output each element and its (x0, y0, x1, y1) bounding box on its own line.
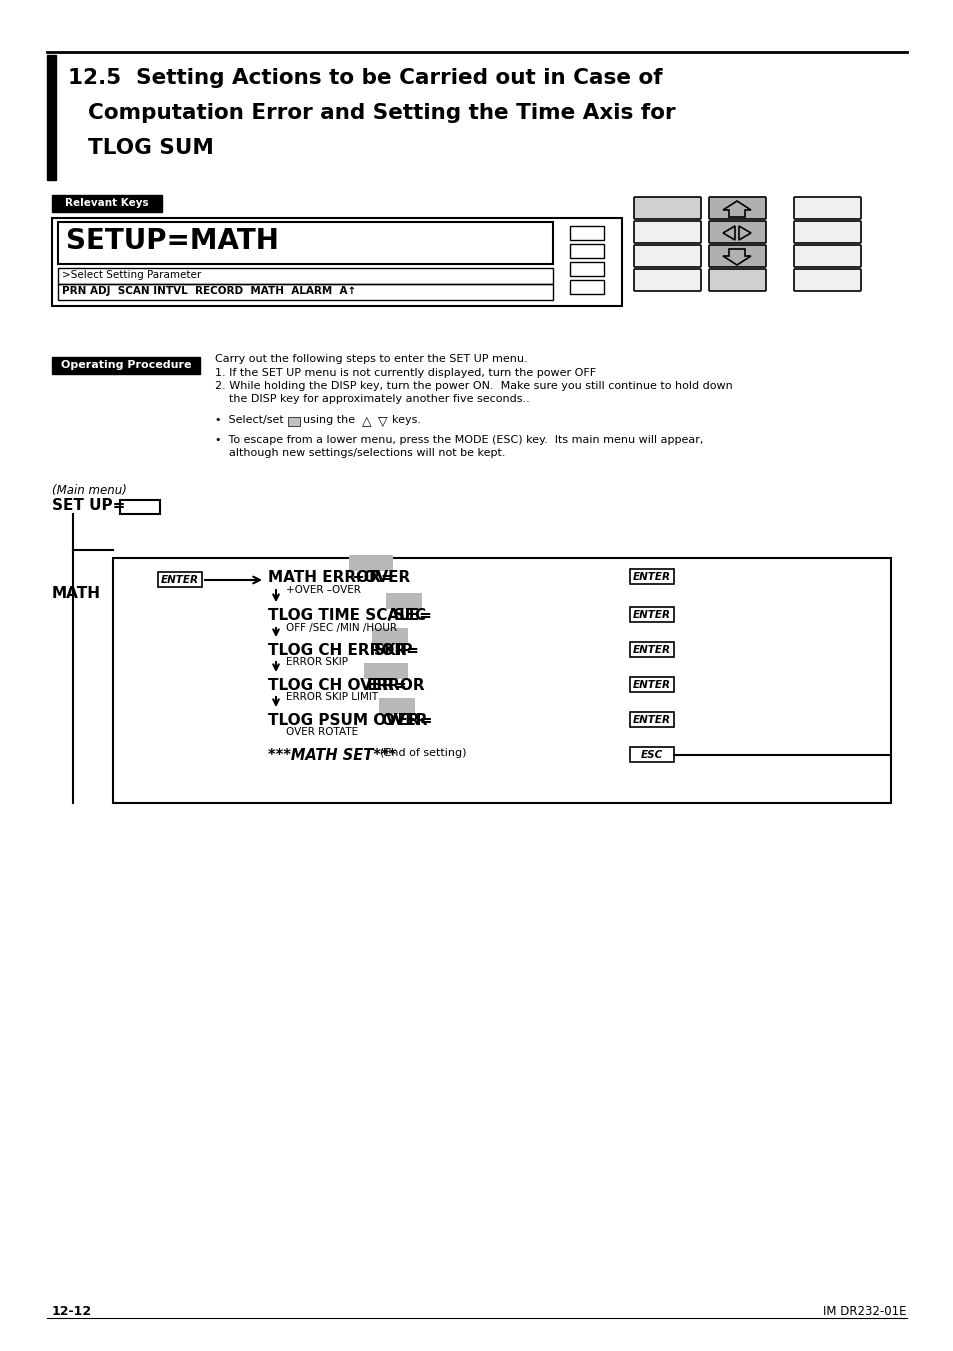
Bar (52, 218, 621, 305)
Bar (52, 195, 162, 212)
Bar (629, 642, 673, 657)
Text: PRN ADJ  SCAN INTVL  RECORD  MATH  ALARM  A↑: PRN ADJ SCAN INTVL RECORD MATH ALARM A↑ (62, 286, 355, 296)
Bar (364, 663, 408, 680)
Text: ENTER: ENTER (633, 680, 670, 690)
Bar (629, 712, 673, 727)
Text: △: △ (361, 415, 372, 428)
FancyBboxPatch shape (634, 269, 700, 290)
Bar (386, 593, 422, 609)
Text: ERROR: ERROR (366, 678, 424, 693)
Bar (569, 280, 603, 295)
Text: ENTER: ENTER (161, 576, 199, 585)
Bar (569, 226, 603, 240)
Text: MATH ERROR=: MATH ERROR= (268, 570, 394, 585)
FancyBboxPatch shape (793, 197, 861, 219)
FancyBboxPatch shape (634, 222, 700, 243)
Text: Operating Procedure: Operating Procedure (61, 361, 191, 370)
Text: +OVER –OVER: +OVER –OVER (286, 585, 360, 594)
FancyBboxPatch shape (793, 245, 861, 267)
Text: although new settings/selections will not be kept.: although new settings/selections will no… (214, 449, 505, 458)
Text: (End of setting): (End of setting) (379, 748, 466, 758)
Text: TLOG TIME SCALE=: TLOG TIME SCALE= (268, 608, 432, 623)
Bar (629, 607, 673, 621)
Text: TLOG SUM: TLOG SUM (88, 138, 213, 158)
Text: 12.5  Setting Actions to be Carried out in Case of: 12.5 Setting Actions to be Carried out i… (68, 68, 662, 88)
Text: +OVER: +OVER (351, 570, 410, 585)
Text: >Select Setting Parameter: >Select Setting Parameter (62, 270, 201, 280)
Text: 2. While holding the DISP key, turn the power ON.  Make sure you still continue : 2. While holding the DISP key, turn the … (214, 381, 732, 390)
Text: MATH: MATH (52, 586, 101, 601)
Bar (58, 284, 553, 300)
Bar (112, 558, 890, 802)
Text: ENTER: ENTER (633, 571, 670, 582)
FancyBboxPatch shape (793, 269, 861, 290)
Text: the DISP key for approximately another five seconds..: the DISP key for approximately another f… (214, 394, 529, 404)
Bar (288, 416, 299, 426)
Text: (Main menu): (Main menu) (52, 484, 127, 497)
Text: •  To escape from a lower menu, press the MODE (ESC) key.  Its main menu will ap: • To escape from a lower menu, press the… (214, 435, 702, 444)
FancyBboxPatch shape (708, 269, 765, 290)
Text: SKIP: SKIP (374, 643, 413, 658)
Text: Computation Error and Setting the Time Axis for: Computation Error and Setting the Time A… (88, 103, 675, 123)
Bar (58, 267, 553, 284)
Bar (158, 571, 202, 586)
Text: using the: using the (303, 415, 355, 424)
Bar (47, 55, 56, 180)
Text: TLOG PSUM OVER=: TLOG PSUM OVER= (268, 713, 432, 728)
Text: SETUP=MATH: SETUP=MATH (66, 227, 278, 255)
Text: •  Select/set: • Select/set (214, 415, 283, 424)
FancyBboxPatch shape (708, 197, 765, 219)
Text: ERROR SKIP LIMIT: ERROR SKIP LIMIT (286, 692, 377, 703)
FancyBboxPatch shape (708, 245, 765, 267)
Text: ERROR SKIP: ERROR SKIP (286, 657, 348, 667)
Text: ENTER: ENTER (633, 611, 670, 620)
Text: TLOG CH ERROR=: TLOG CH ERROR= (268, 643, 418, 658)
Bar (629, 569, 673, 584)
Bar (372, 628, 407, 644)
Bar (58, 222, 553, 263)
Bar (52, 357, 200, 374)
Text: Relevant Keys: Relevant Keys (65, 199, 149, 208)
FancyBboxPatch shape (708, 222, 765, 243)
Bar (349, 555, 393, 571)
Text: ENTER: ENTER (633, 644, 670, 655)
FancyBboxPatch shape (634, 245, 700, 267)
Text: ESC: ESC (640, 750, 662, 761)
Bar (629, 677, 673, 692)
Text: Carry out the following steps to enter the SET UP menu.: Carry out the following steps to enter t… (214, 354, 527, 363)
FancyBboxPatch shape (634, 197, 700, 219)
Bar (120, 500, 160, 513)
Text: SET UP=: SET UP= (52, 499, 125, 513)
FancyBboxPatch shape (793, 222, 861, 243)
Text: OVER ROTATE: OVER ROTATE (286, 727, 357, 738)
Bar (569, 245, 603, 258)
Text: IM DR232-01E: IM DR232-01E (822, 1305, 906, 1319)
Text: /SEC: /SEC (388, 608, 426, 623)
Text: 12-12: 12-12 (52, 1305, 92, 1319)
Text: ***MATH SET***: ***MATH SET*** (268, 748, 395, 763)
Bar (569, 262, 603, 276)
Bar (378, 698, 415, 713)
Text: 1. If the SET UP menu is not currently displayed, turn the power OFF: 1. If the SET UP menu is not currently d… (214, 367, 596, 377)
Text: TLOG CH OVER=: TLOG CH OVER= (268, 678, 406, 693)
Text: OVER: OVER (380, 713, 427, 728)
Bar (629, 747, 673, 762)
Text: OFF /SEC /MIN /HOUR: OFF /SEC /MIN /HOUR (286, 623, 396, 634)
Text: ENTER: ENTER (633, 715, 670, 725)
Text: keys.: keys. (392, 415, 420, 424)
Text: ▽: ▽ (377, 415, 387, 428)
